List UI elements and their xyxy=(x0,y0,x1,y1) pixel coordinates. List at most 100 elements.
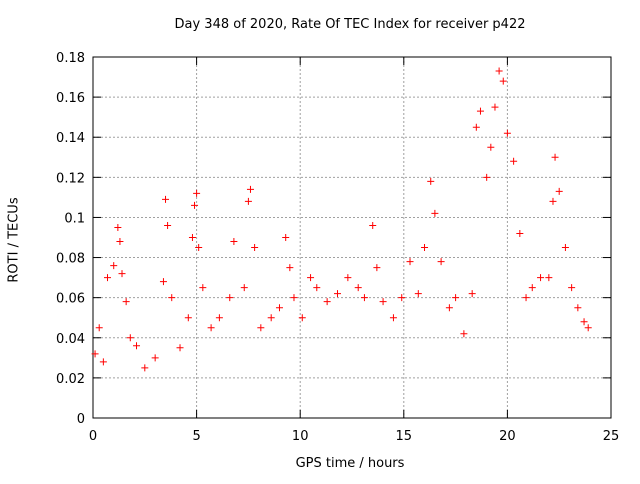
y-tick-label: 0.08 xyxy=(56,252,85,267)
data-point xyxy=(298,314,306,322)
data-point xyxy=(215,314,223,322)
y-tick-label: 0.02 xyxy=(56,372,85,387)
chart-title: Day 348 of 2020, Rate Of TEC Index for r… xyxy=(174,17,526,32)
data-point xyxy=(333,290,341,298)
data-point xyxy=(207,324,215,332)
data-point xyxy=(528,284,536,292)
x-axis-label: GPS time / hours xyxy=(295,456,405,471)
data-point xyxy=(168,294,176,302)
data-point xyxy=(472,123,480,131)
data-point xyxy=(537,274,545,282)
data-point xyxy=(162,195,170,203)
data-point xyxy=(110,262,118,270)
data-point xyxy=(133,342,141,350)
data-point xyxy=(495,67,503,75)
data-point xyxy=(188,234,196,241)
data-point xyxy=(452,294,460,302)
data-point xyxy=(510,157,518,165)
data-point xyxy=(549,197,557,205)
data-point xyxy=(414,290,422,298)
data-point xyxy=(176,344,184,352)
data-point xyxy=(114,223,122,231)
data-point xyxy=(354,284,362,292)
data-point xyxy=(561,244,569,252)
y-tick-label: 0 xyxy=(77,412,85,427)
data-point xyxy=(568,284,576,292)
data-point xyxy=(499,77,507,85)
x-tick-label: 15 xyxy=(396,429,413,444)
data-point xyxy=(437,258,445,266)
data-point xyxy=(584,324,592,332)
data-point xyxy=(191,201,199,209)
data-point xyxy=(226,294,234,302)
y-tick-label: 0.18 xyxy=(56,51,85,66)
y-axis-label: ROTI / TECUs xyxy=(6,197,22,283)
data-point xyxy=(267,314,275,322)
data-point xyxy=(379,298,387,306)
y-tick-label: 0.12 xyxy=(56,171,85,186)
data-point xyxy=(389,314,397,322)
x-tick-label: 5 xyxy=(192,429,200,444)
data-point xyxy=(230,238,238,246)
x-tick-label: 10 xyxy=(292,429,309,444)
data-point xyxy=(199,284,207,292)
x-tick-label: 25 xyxy=(603,429,620,444)
data-point xyxy=(307,274,315,282)
data-point xyxy=(323,298,331,306)
data-point xyxy=(431,209,439,217)
data-point xyxy=(95,324,103,332)
data-point xyxy=(551,153,559,161)
data-point xyxy=(373,264,381,272)
y-tick-label: 0.16 xyxy=(56,91,85,106)
data-point xyxy=(286,264,294,272)
data-point xyxy=(487,143,495,151)
data-point xyxy=(244,197,252,205)
data-point xyxy=(468,290,476,298)
data-point xyxy=(360,294,368,302)
data-point xyxy=(445,304,453,312)
data-point xyxy=(344,274,352,282)
y-tick-label: 0.04 xyxy=(56,332,85,347)
data-point xyxy=(476,107,484,115)
data-point xyxy=(282,234,290,241)
data-point xyxy=(545,274,553,282)
x-tick-label: 20 xyxy=(499,429,516,444)
data-point xyxy=(555,187,563,195)
data-point xyxy=(257,324,265,332)
data-point xyxy=(126,334,134,342)
data-point xyxy=(406,258,414,266)
data-point xyxy=(460,330,468,338)
data-point xyxy=(369,221,377,229)
data-point xyxy=(122,298,130,306)
x-tick-label: 0 xyxy=(89,429,97,444)
data-point xyxy=(246,185,254,193)
y-tick-label: 0.06 xyxy=(56,292,85,307)
data-point xyxy=(141,364,149,372)
data-point xyxy=(91,350,99,358)
data-point xyxy=(483,173,491,181)
data-point xyxy=(116,238,124,246)
data-point xyxy=(195,244,203,252)
data-point xyxy=(503,129,511,137)
data-point xyxy=(516,229,524,237)
data-point xyxy=(251,244,259,252)
y-tick-label: 0.1 xyxy=(64,211,85,226)
data-point xyxy=(398,294,406,302)
y-tick-label: 0.14 xyxy=(56,131,85,146)
data-point xyxy=(275,304,283,312)
plot-border xyxy=(92,56,612,419)
data-point xyxy=(99,358,107,366)
data-point xyxy=(159,278,167,286)
data-point xyxy=(427,177,435,185)
data-point xyxy=(580,318,588,326)
data-point xyxy=(313,284,321,292)
data-point xyxy=(290,294,298,302)
data-point xyxy=(164,221,172,229)
data-point xyxy=(574,304,582,312)
data-point xyxy=(193,189,201,197)
data-point xyxy=(421,244,429,252)
data-point xyxy=(491,103,499,111)
data-point xyxy=(240,284,248,292)
data-point xyxy=(522,294,530,302)
